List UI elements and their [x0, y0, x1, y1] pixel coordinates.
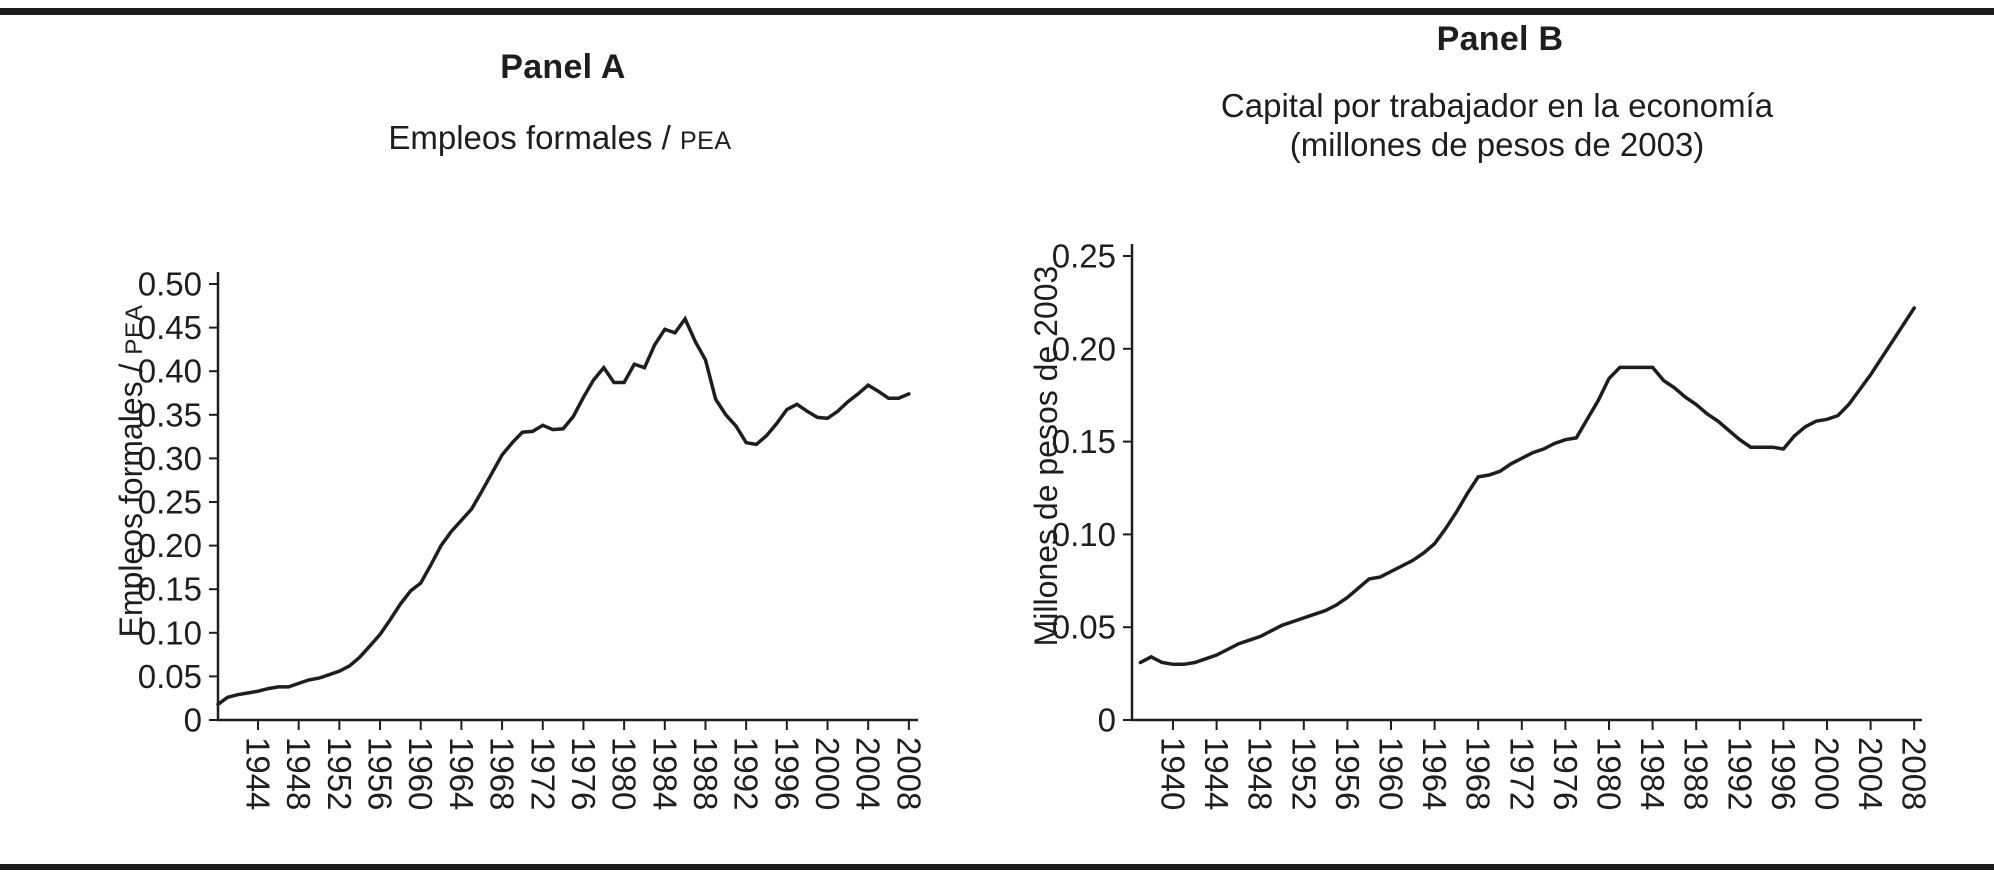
panel-b-data-line — [1138, 306, 1916, 667]
panel-a-x-tick-label: 1976 — [565, 737, 602, 810]
panel-a-x-tick-label: 1984 — [646, 737, 683, 810]
panel-a-y-tick-label: 0.15 — [138, 571, 202, 608]
panel-b-x-tick-label: 1948 — [1242, 737, 1279, 810]
panel-a-x-tick-label: 1980 — [606, 737, 643, 810]
panel-b-x-tick-label: 1952 — [1285, 737, 1322, 810]
panel-b-x-tick-label: 2004 — [1852, 737, 1889, 810]
panel-a-x-tick-label: 1968 — [484, 737, 521, 810]
panel-b-x-tick-label: 1968 — [1460, 737, 1497, 810]
panel-b-x-tick-label: 1944 — [1198, 737, 1235, 810]
panel-b-x-tick-label: 2000 — [1809, 737, 1846, 810]
panel-a-y-tick-label: 0 — [184, 702, 202, 739]
panel-a-x-tick-label: 2004 — [850, 737, 887, 810]
panel-a-x-tick-label: 1964 — [443, 737, 480, 810]
panel-a-subtitle-main: Empleos formales / — [388, 119, 680, 156]
panel-b-x-tick-label: 1964 — [1416, 737, 1453, 810]
panel-a-x-tick-label: 1956 — [362, 737, 399, 810]
panel-b-y-tick-label: 0.20 — [1052, 330, 1116, 367]
panel-a-y-tick-label: 0.50 — [138, 266, 202, 303]
panel-b-chart: 0 0.05 0.10 0.15 0.20 0.25 1940 1944 1948 1952 195… — [1052, 238, 1933, 811]
panel-b-x-tick-label: 1992 — [1721, 737, 1758, 810]
panel-a-x-tick-label: 1996 — [768, 737, 805, 810]
panel-b-x-tick-label: 2008 — [1896, 737, 1933, 810]
panel-a-y-tick-label: 0.10 — [138, 614, 202, 651]
panel-a-y-tick-label: 0.20 — [138, 527, 202, 564]
panel-a-x-tick-label: 1988 — [687, 737, 724, 810]
panel-a-data-line — [216, 315, 911, 707]
panel-a-x-tick-label: 2000 — [809, 737, 846, 810]
panel-b-x-tick-label: 1956 — [1329, 737, 1366, 810]
panel-b-y-tick-label: 0.10 — [1052, 516, 1116, 553]
panel-b-x-tick-label: 1988 — [1678, 737, 1715, 810]
panel-a-y-tick-label: 0.40 — [138, 353, 202, 390]
panel-a-subtitle-pea: PEA — [679, 127, 732, 155]
panel-a-title: Panel A — [500, 48, 626, 86]
panel-b-subtitle-line1: Capital por trabajador en la economía — [1220, 87, 1774, 124]
panel-a-y-tick-label: 0.30 — [138, 440, 202, 477]
panel-b-x-tick-label: 1984 — [1634, 737, 1671, 810]
panel-b-subtitle: Capital por trabajador en la economía (m… — [1097, 86, 1897, 164]
panel-b-x-tick-label: 1996 — [1765, 737, 1802, 810]
panel-a-y-tick-label: 0.35 — [138, 396, 202, 433]
panel-b-title: Panel B — [1436, 20, 1564, 58]
top-border-rule — [0, 8, 1994, 15]
panel-a-y-tick-label: 0.05 — [138, 658, 202, 695]
panel-a-x-tick-label: 1948 — [280, 737, 317, 810]
panel-a-x-tick-label: 2008 — [890, 737, 927, 810]
panel-b-subtitle-line2: (millones de pesos de 2003) — [1289, 126, 1705, 163]
panel-a-chart: 0 0.05 0.10 0.15 0.20 0.25 0.30 0.35 0.40 0.45 0.5… — [138, 266, 928, 811]
panel-b-x-tick-label: 1940 — [1155, 737, 1192, 810]
panel-a-x-tick-label: 1972 — [524, 737, 561, 810]
panel-a-x-tick-label: 1944 — [240, 737, 277, 810]
panel-b-x-tick-label: 1960 — [1373, 737, 1410, 810]
panel-a-y-tick-label: 0.45 — [138, 309, 202, 346]
panel-b-y-tick-label: 0.15 — [1052, 423, 1116, 460]
bottom-border-rule — [0, 864, 1994, 870]
panel-b-x-tick-label: 1972 — [1503, 737, 1540, 810]
panel-b-x-tick-label: 1976 — [1547, 737, 1584, 810]
panel-a-x-tick-label: 1952 — [321, 737, 358, 810]
panel-b-y-tick-label: 0 — [1098, 702, 1116, 739]
panel-a-subtitle: Empleos formales / PEA — [260, 118, 860, 161]
panel-a-y-tick-label: 0.25 — [138, 484, 202, 521]
panel-b-y-tick-label: 0.05 — [1052, 609, 1116, 646]
panel-b-x-tick-label: 1980 — [1591, 737, 1628, 810]
panel-b-y-tick-label: 0.25 — [1052, 238, 1116, 275]
panel-a-x-tick-label: 1960 — [402, 737, 439, 810]
panel-a-x-tick-label: 1992 — [728, 737, 765, 810]
